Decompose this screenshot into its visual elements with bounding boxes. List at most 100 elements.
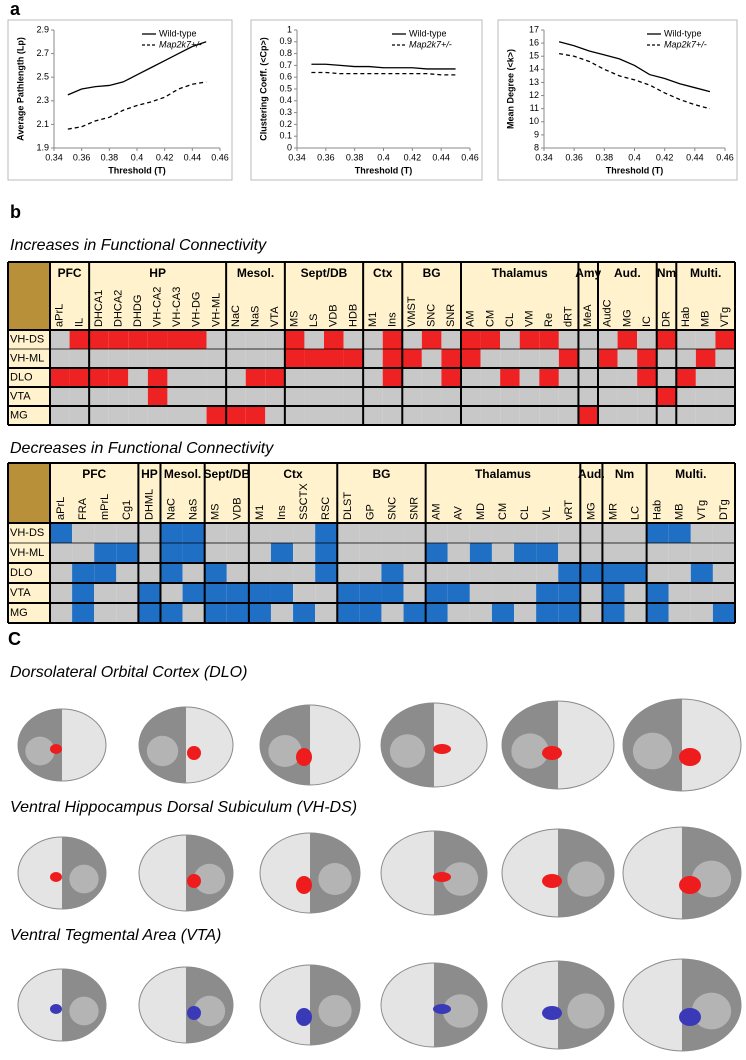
column-label: RSC <box>320 497 332 520</box>
heatmap-cell <box>160 603 183 623</box>
heatmap-cell <box>617 330 638 349</box>
heatmap-cell <box>558 349 579 368</box>
heatmap-cell <box>226 406 246 425</box>
heatmap-cell <box>402 387 422 406</box>
section-title: Increases in Functional Connectivity <box>10 237 267 254</box>
heatmap-cell <box>324 368 344 387</box>
heatmap-cell <box>536 583 559 603</box>
heatmap-cell <box>89 349 109 368</box>
data-line <box>558 52 711 110</box>
column-label: DTg <box>718 499 730 520</box>
x-tick-label: 0.38 <box>596 152 614 162</box>
heatmap-cell <box>116 563 139 583</box>
heatmap-cell <box>624 603 647 623</box>
column-label: VDB <box>328 304 340 327</box>
data-line <box>558 41 711 93</box>
heatmap-cell <box>578 406 598 425</box>
brain-inner <box>442 994 479 1028</box>
x-tick-label: 0.36 <box>73 152 91 162</box>
highlight-region <box>433 744 451 754</box>
y-tick-label: 1.9 <box>36 142 49 152</box>
heatmap-cell <box>138 583 161 603</box>
row-label: DLO <box>10 371 33 383</box>
brain-section <box>259 964 361 1046</box>
heatmap-cell <box>108 330 129 349</box>
y-tick-label: 0.9 <box>279 36 292 46</box>
column-label: VL <box>541 507 553 520</box>
header-bg <box>50 463 735 523</box>
heatmap-cell <box>94 543 117 563</box>
heatmap-cell <box>441 368 461 387</box>
heatmap-cell <box>337 603 360 623</box>
column-label: MD <box>475 503 487 520</box>
heatmap-cell <box>578 330 598 349</box>
heatmap-cell <box>324 349 344 368</box>
heatmap-cell <box>469 583 492 603</box>
heatmap-cell <box>128 368 148 387</box>
x-tick-label: 0.42 <box>656 152 674 162</box>
heatmap-cell <box>363 368 383 387</box>
heatmap-cell <box>461 368 481 387</box>
heatmap-cell <box>668 583 691 603</box>
heatmap-cell <box>469 543 492 563</box>
brain-section <box>138 834 234 912</box>
x-axis-label: Threshold (T) <box>606 165 664 175</box>
heatmap-cell <box>690 523 713 543</box>
column-label: aPrL <box>55 497 67 520</box>
heatmap-cell <box>206 330 227 349</box>
data-line <box>311 71 456 76</box>
heatmap-cell <box>403 603 426 623</box>
column-label: CL <box>519 506 531 520</box>
heatmap-cell <box>381 563 404 583</box>
heatmap-cell <box>382 349 403 368</box>
brain-section <box>259 704 361 786</box>
x-tick-label: 0.34 <box>45 152 63 162</box>
heatmap-cell <box>72 563 95 583</box>
heatmap-cell <box>602 563 625 583</box>
heatmap-cell <box>447 603 470 623</box>
heatmap-cell <box>712 603 735 623</box>
heatmap-cell <box>676 406 696 425</box>
heatmap-cell <box>138 603 161 623</box>
heatmap-cell <box>447 563 470 583</box>
heatmap-cell <box>128 406 148 425</box>
x-tick-label: 0.44 <box>184 152 202 162</box>
heatmap-cell <box>500 406 520 425</box>
column-label: Hab <box>652 500 664 520</box>
heatmap-cell <box>558 330 579 349</box>
heatmap-cell <box>514 543 537 563</box>
heatmap-cell <box>315 563 338 583</box>
heatmap-cell <box>646 603 669 623</box>
column-label: SNC <box>386 497 398 520</box>
highlight-region <box>187 874 201 888</box>
heatmap-cell <box>204 543 227 563</box>
heatmap-cell <box>578 368 598 387</box>
y-tick-label: 1 <box>287 24 292 34</box>
heatmap-cell <box>359 543 382 563</box>
row-label-bg <box>8 330 50 425</box>
x-tick-label: 0.4 <box>377 152 390 162</box>
heatmap-cell <box>359 603 382 623</box>
heatmap-cell <box>50 543 73 563</box>
row-label: MG <box>10 409 28 421</box>
heatmap-cell <box>324 387 344 406</box>
heatmap-cell <box>50 583 73 603</box>
column-label: Re <box>543 313 555 327</box>
heatmap-cell <box>293 603 316 623</box>
brain-inner <box>69 996 99 1026</box>
heatmap-cell <box>270 583 294 603</box>
heatmap-cell <box>617 368 638 387</box>
heatmap-cell <box>441 387 461 406</box>
heatmap-cell <box>558 406 579 425</box>
heatmap-cell <box>514 523 537 543</box>
heatmap-cell <box>293 563 316 583</box>
heatmap-cell <box>206 406 227 425</box>
highlight-region <box>296 1008 312 1026</box>
heatmap-cell <box>160 543 183 563</box>
heatmap-cell <box>519 387 540 406</box>
heatmap-cell <box>72 603 95 623</box>
x-tick-label: 0.44 <box>432 152 450 162</box>
row-label: VH-ML <box>10 547 44 559</box>
heatmap-cell <box>656 387 677 406</box>
heatmap-cell <box>580 563 603 583</box>
